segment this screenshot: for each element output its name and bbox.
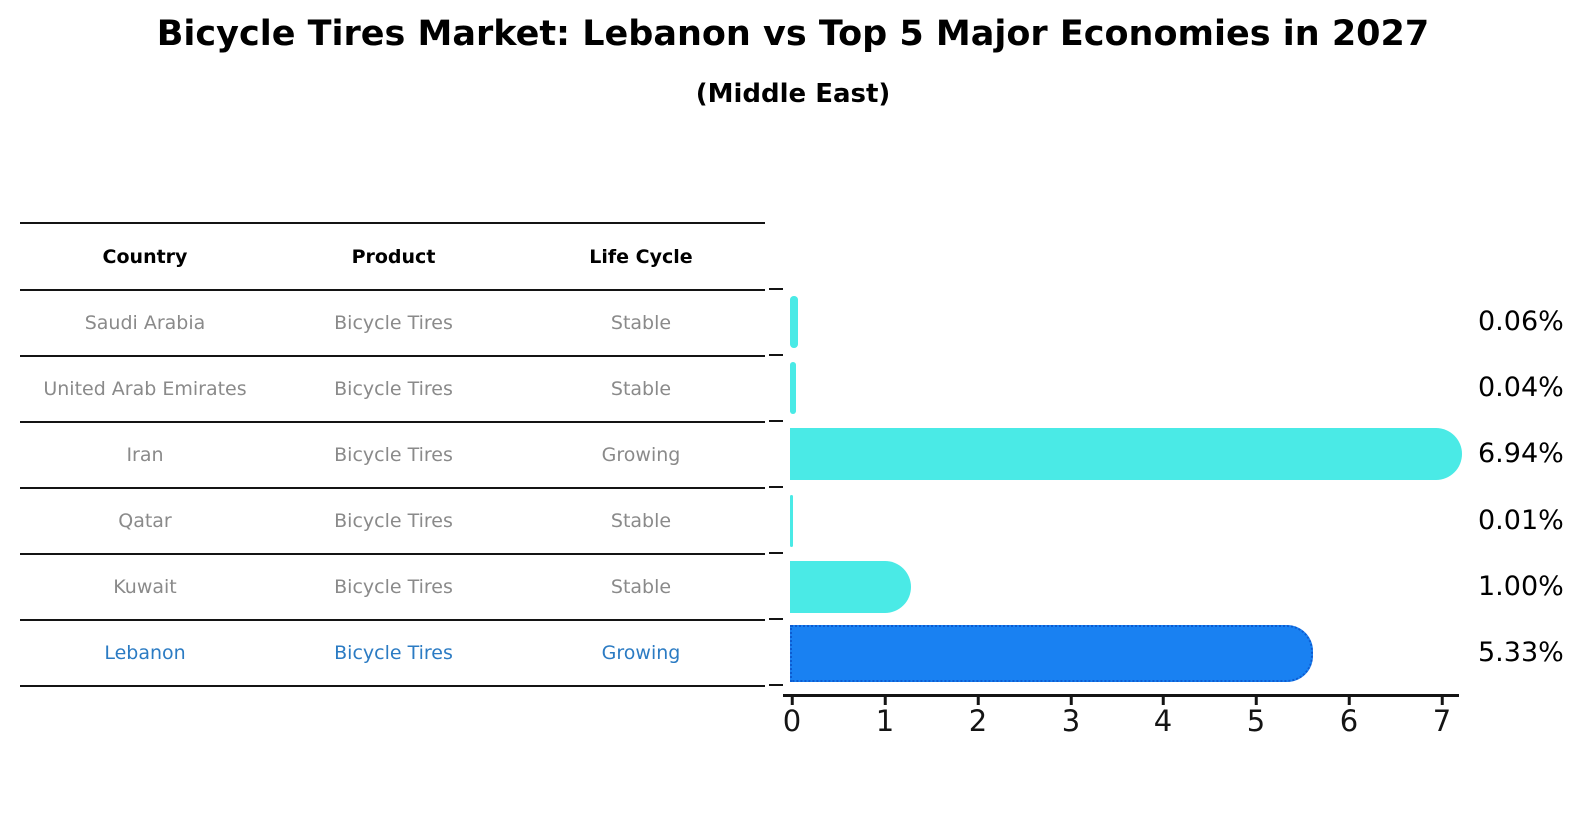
y-tick: [769, 618, 783, 621]
column-header-product: Product: [351, 245, 436, 268]
y-tick: [769, 288, 783, 291]
x-tick: [883, 696, 887, 705]
x-tick-label: 1: [875, 704, 895, 738]
x-tick: [1069, 696, 1073, 705]
x-axis-line: [783, 694, 1459, 697]
value-label: 0.01%: [1478, 505, 1564, 536]
y-tick: [769, 684, 783, 687]
x-tick: [1347, 696, 1351, 705]
x-tick-label: 3: [1061, 704, 1081, 738]
bar-row-iran: 6.94%: [0, 421, 1586, 487]
x-tick: [1440, 696, 1444, 705]
life-cycle-cell: Stable: [610, 576, 672, 598]
bar-chart: 0.06% 0.04% 6.94% 0.01% 1.00% 5.33%: [0, 289, 1586, 687]
bar-row-lebanon: 5.33%: [0, 620, 1586, 686]
x-tick: [976, 696, 980, 705]
bar-lebanon-highlighted: [790, 625, 1313, 682]
x-tick-label: 7: [1432, 704, 1452, 738]
value-label: 0.04%: [1478, 372, 1564, 403]
table-row: Qatar Bicycle Tires Stable: [20, 489, 765, 555]
value-label: 6.94%: [1478, 438, 1564, 469]
bar-row-qatar: 0.01%: [0, 488, 1586, 554]
x-tick: [790, 696, 794, 705]
country-cell: Kuwait: [113, 576, 177, 598]
y-tick: [769, 354, 783, 357]
x-tick: [1254, 696, 1258, 705]
product-cell: Bicycle Tires: [334, 444, 453, 466]
life-cycle-cell: Stable: [610, 312, 672, 334]
country-table: Country Product Life Cycle Saudi Arabia …: [20, 222, 765, 687]
country-cell: Lebanon: [104, 642, 186, 664]
x-tick-label: 2: [968, 704, 988, 738]
chart-subtitle: (Middle East): [695, 79, 891, 109]
bar-row-uae: 0.04%: [0, 355, 1586, 421]
life-cycle-cell: Growing: [601, 444, 681, 466]
chart-title: Bicycle Tires Market: Lebanon vs Top 5 M…: [156, 14, 1430, 54]
y-tick: [769, 420, 783, 423]
column-header-country: Country: [102, 245, 188, 268]
y-tick: [769, 486, 783, 489]
x-tick-label: 0: [782, 704, 802, 738]
product-cell: Bicycle Tires: [334, 312, 453, 334]
bar-saudi-arabia: [790, 296, 798, 348]
column-header-life-cycle: Life Cycle: [589, 245, 693, 268]
x-tick: [1161, 696, 1165, 705]
country-cell: United Arab Emirates: [43, 378, 247, 400]
life-cycle-cell: Stable: [610, 510, 672, 532]
country-cell: Saudi Arabia: [84, 312, 206, 334]
bar-qatar: [790, 495, 793, 547]
x-tick-label: 4: [1153, 704, 1173, 738]
x-tick-label: 5: [1246, 704, 1266, 738]
table-header-row: Country Product Life Cycle: [20, 224, 765, 291]
value-label: 1.00%: [1478, 571, 1564, 602]
product-cell: Bicycle Tires: [334, 510, 453, 532]
product-cell: Bicycle Tires: [334, 576, 453, 598]
bar-kuwait: [790, 561, 911, 613]
product-cell: Bicycle Tires: [334, 378, 453, 400]
life-cycle-cell: Growing: [601, 642, 681, 664]
table-row-highlight-lebanon: Lebanon Bicycle Tires Growing: [20, 621, 765, 687]
product-cell: Bicycle Tires: [334, 642, 453, 664]
x-tick-label: 6: [1339, 704, 1359, 738]
table-row: Kuwait Bicycle Tires Stable: [20, 555, 765, 621]
value-label: 0.06%: [1478, 306, 1564, 337]
value-label: 5.33%: [1478, 637, 1564, 668]
y-tick: [769, 552, 783, 555]
life-cycle-cell: Stable: [610, 378, 672, 400]
table-row: United Arab Emirates Bicycle Tires Stabl…: [20, 357, 765, 423]
bar-row-kuwait: 1.00%: [0, 554, 1586, 620]
bar-iran: [790, 428, 1462, 480]
table-row: Saudi Arabia Bicycle Tires Stable: [20, 291, 765, 357]
bar-row-saudi-arabia: 0.06%: [0, 289, 1586, 355]
country-cell: Qatar: [118, 510, 172, 532]
country-cell: Iran: [126, 444, 164, 466]
bar-uae: [790, 362, 796, 414]
table-row: Iran Bicycle Tires Growing: [20, 423, 765, 489]
